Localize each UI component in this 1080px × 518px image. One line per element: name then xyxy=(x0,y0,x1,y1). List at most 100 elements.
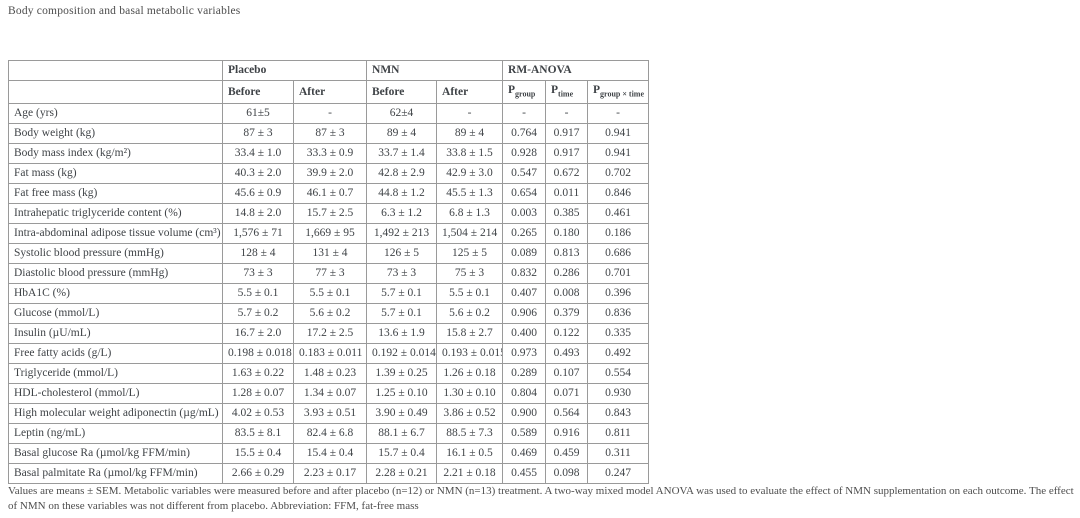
table-row: Free fatty acids (g/L) 0.198 ± 0.018 0.183… xyxy=(8,343,650,365)
table-row: Fat free mass (kg) 45.6 ± 0.9 46.1 ± 0.7 44… xyxy=(8,183,650,205)
row-cell: 0.192 ± 0.014 xyxy=(366,343,438,365)
row-cell: 2.28 ± 0.21 xyxy=(366,463,438,485)
table-header: Placebo NMN RM-ANOVA Before After Before… xyxy=(8,60,650,105)
table-footnote: Values are means ± SEM. Metabolic variab… xyxy=(8,485,1074,512)
row-cell: 33.3 ± 0.9 xyxy=(292,143,368,165)
row-cell: 0.335 xyxy=(587,323,650,345)
row-cell: 39.9 ± 2.0 xyxy=(292,163,368,185)
row-cell: 3.93 ± 0.51 xyxy=(292,403,368,425)
table-row: HbA1C (%) 5.5 ± 0.1 5.5 ± 0.1 5.7 ± 0.1 5.5 … xyxy=(8,283,650,305)
row-cell: 0.379 xyxy=(545,303,589,325)
row-cell: 0.930 xyxy=(587,383,650,405)
row-cell: 13.6 ± 1.9 xyxy=(366,323,438,345)
row-cell: 126 ± 5 xyxy=(366,243,438,265)
row-cell: 0.832 xyxy=(502,263,547,285)
row-cell: 15.7 ± 2.5 xyxy=(292,203,368,225)
row-cell: 0.459 xyxy=(545,443,589,465)
row-cell: 0.654 xyxy=(502,183,547,205)
row-cell: 0.003 xyxy=(502,203,547,225)
row-cell: 0.385 xyxy=(545,203,589,225)
row-cell: 16.1 ± 0.5 xyxy=(436,443,504,465)
row-cell: 33.8 ± 1.5 xyxy=(436,143,504,165)
row-cell: 5.5 ± 0.1 xyxy=(436,283,504,305)
p-base: P xyxy=(508,84,516,96)
row-cell: 0.813 xyxy=(545,243,589,265)
row-cell: 0.492 xyxy=(587,343,650,365)
row-cell: 42.8 ± 2.9 xyxy=(366,163,438,185)
corner-cell xyxy=(8,79,223,105)
p-sub: group xyxy=(515,89,536,99)
row-cell: 83.5 ± 8.1 xyxy=(222,423,294,445)
table-row: Systolic blood pressure (mmHg) 128 ± 4 131… xyxy=(8,243,650,265)
row-label: Triglyceride (mmol/L) xyxy=(8,363,223,385)
sub-header-nmn-after: After xyxy=(436,79,504,105)
row-cell: 0.008 xyxy=(545,283,589,305)
row-label: Body weight (kg) xyxy=(8,123,223,145)
row-cell: 1.34 ± 0.07 xyxy=(292,383,368,405)
table-row: HDL-cholesterol (mmol/L) 1.28 ± 0.07 1.34 … xyxy=(8,383,650,405)
row-cell: 6.8 ± 1.3 xyxy=(436,203,504,225)
row-cell: - xyxy=(436,103,504,125)
row-cell: 0.589 xyxy=(502,423,547,445)
table-row: Insulin (µU/mL) 16.7 ± 2.0 17.2 ± 2.5 13.6 … xyxy=(8,323,650,345)
row-cell: 15.4 ± 0.4 xyxy=(292,443,368,465)
row-cell: 77 ± 3 xyxy=(292,263,368,285)
metabolic-variables-table: Placebo NMN RM-ANOVA Before After Before… xyxy=(8,60,650,485)
group-header-rm-anova: RM-ANOVA xyxy=(502,60,650,81)
row-cell: 87 ± 3 xyxy=(292,123,368,145)
row-cell: 0.311 xyxy=(587,443,650,465)
row-cell: 0.916 xyxy=(545,423,589,445)
row-cell: 0.564 xyxy=(545,403,589,425)
row-cell: 40.3 ± 2.0 xyxy=(222,163,294,185)
row-cell: 0.180 xyxy=(545,223,589,245)
row-cell: 0.286 xyxy=(545,263,589,285)
row-cell: 73 ± 3 xyxy=(222,263,294,285)
row-cell: 1.30 ± 0.10 xyxy=(436,383,504,405)
row-cell: 0.547 xyxy=(502,163,547,185)
table-row: Basal palmitate Ra (µmol/kg FFM/min) 2.66… xyxy=(8,463,650,485)
row-cell: 0.089 xyxy=(502,243,547,265)
row-label: Insulin (µU/mL) xyxy=(8,323,223,345)
row-cell: 0.843 xyxy=(587,403,650,425)
row-cell: 5.7 ± 0.1 xyxy=(366,303,438,325)
row-cell: 0.906 xyxy=(502,303,547,325)
row-cell: 44.8 ± 1.2 xyxy=(366,183,438,205)
row-cell: 46.1 ± 0.7 xyxy=(292,183,368,205)
row-cell: 73 ± 3 xyxy=(366,263,438,285)
row-cell: 5.7 ± 0.2 xyxy=(222,303,294,325)
row-cell: 2.23 ± 0.17 xyxy=(292,463,368,485)
row-cell: - xyxy=(502,103,547,125)
row-cell: 45.6 ± 0.9 xyxy=(222,183,294,205)
row-cell: 2.21 ± 0.18 xyxy=(436,463,504,485)
row-cell: 0.107 xyxy=(545,363,589,385)
row-cell: 14.8 ± 2.0 xyxy=(222,203,294,225)
row-cell: 88.5 ± 7.3 xyxy=(436,423,504,445)
row-cell: 0.917 xyxy=(545,123,589,145)
row-label: Fat mass (kg) xyxy=(8,163,223,185)
row-cell: 0.811 xyxy=(587,423,650,445)
row-cell: - xyxy=(587,103,650,125)
row-cell: 1.26 ± 0.18 xyxy=(436,363,504,385)
row-cell: 0.554 xyxy=(587,363,650,385)
row-cell: 61±5 xyxy=(222,103,294,125)
sub-header-p-time: Ptime xyxy=(545,79,589,105)
table-row: Fat mass (kg) 40.3 ± 2.0 39.9 ± 2.0 42.8 ± … xyxy=(8,163,650,185)
row-cell: 5.5 ± 0.1 xyxy=(222,283,294,305)
table-body: Age (yrs) 61±5-62±4- - - - Body weight (kg) 87… xyxy=(8,103,650,485)
row-cell: 0.836 xyxy=(587,303,650,325)
row-cell: 0.469 xyxy=(502,443,547,465)
row-cell: 1.28 ± 0.07 xyxy=(222,383,294,405)
row-cell: - xyxy=(292,103,368,125)
row-cell: 33.4 ± 1.0 xyxy=(222,143,294,165)
row-cell: 131 ± 4 xyxy=(292,243,368,265)
row-cell: 82.4 ± 6.8 xyxy=(292,423,368,445)
sub-header-placebo-after: After xyxy=(292,79,368,105)
row-cell: 0.941 xyxy=(587,123,650,145)
row-cell: 0.098 xyxy=(545,463,589,485)
row-cell: 0.193 ± 0.015 xyxy=(436,343,504,365)
row-cell: 1,576 ± 71 xyxy=(222,223,294,245)
p-sub: group × time xyxy=(600,89,645,99)
row-label: Basal glucose Ra (µmol/kg FFM/min) xyxy=(8,443,223,465)
table-row: Age (yrs) 61±5-62±4- - - - xyxy=(8,103,650,125)
row-label: Systolic blood pressure (mmHg) xyxy=(8,243,223,265)
